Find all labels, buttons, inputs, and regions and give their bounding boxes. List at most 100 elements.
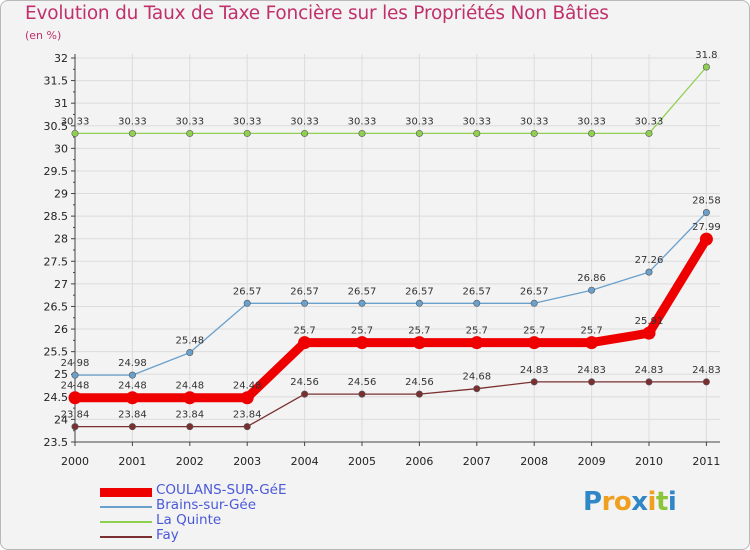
data-label: 23.84: [233, 410, 262, 421]
logo-letter: t: [655, 487, 668, 517]
data-label: 25.7: [293, 326, 315, 337]
data-point: [415, 299, 423, 307]
legend-swatch: [100, 536, 152, 538]
data-label: 26.57: [462, 286, 491, 297]
data-point: [301, 129, 309, 137]
data-point: [588, 286, 596, 294]
data-label: 24.48: [118, 381, 147, 392]
y-tick-label: 31: [54, 97, 68, 110]
data-label: 30.33: [61, 116, 90, 127]
data-point: [645, 268, 653, 276]
data-point: [473, 385, 481, 393]
data-point: [186, 129, 194, 137]
axes: 23.5 24 24.5 25 25.5 26 26.5 27 27.5 28 28.5 29 29.5…: [44, 52, 721, 468]
chart-title: Evolution du Taux de Taxe Foncière sur l…: [25, 3, 609, 24]
data-point: [128, 129, 136, 137]
y-tick-label: 29: [54, 188, 68, 201]
series-points: [68, 63, 713, 431]
data-point: [642, 326, 656, 340]
legend-swatch: [100, 506, 152, 508]
data-point: [530, 378, 538, 386]
data-point: [301, 299, 309, 307]
x-tick-label: 2001: [118, 455, 146, 468]
legend-swatch: [100, 487, 152, 497]
data-point: [298, 336, 312, 350]
data-label: 26.57: [290, 286, 319, 297]
data-label: 31.8: [695, 50, 717, 61]
data-point: [412, 336, 426, 350]
data-label: 30.33: [462, 116, 491, 127]
data-point: [71, 371, 79, 379]
data-label: 30.33: [118, 116, 147, 127]
y-tick-label: 32: [54, 52, 68, 65]
data-label: 27.26: [635, 255, 664, 266]
data-label: 24.68: [462, 372, 491, 383]
data-point: [186, 423, 194, 431]
data-label: 25.91: [635, 316, 664, 327]
legend-label: La Quinte: [156, 512, 222, 528]
legend-label: Brains-sur-Gée: [156, 497, 257, 513]
data-point: [645, 129, 653, 137]
data-label: 30.33: [348, 116, 377, 127]
series-lines: [70, 66, 711, 428]
series-line-3: [74, 381, 708, 428]
data-label: 24.83: [520, 365, 549, 376]
data-point: [415, 390, 423, 398]
data-point: [301, 390, 309, 398]
data-point: [243, 129, 251, 137]
data-point: [702, 63, 710, 71]
data-point: [186, 349, 194, 357]
y-tick-label: 30: [54, 142, 68, 155]
series-line-0: [70, 234, 711, 403]
y-tick-label: 23.5: [44, 436, 69, 449]
data-label: 30.33: [635, 116, 664, 127]
grid-lines: [74, 54, 720, 443]
data-point: [71, 423, 79, 431]
legend-swatch: [100, 521, 152, 523]
logo-letter: i: [667, 487, 677, 517]
data-point: [243, 299, 251, 307]
data-point: [527, 336, 541, 350]
data-point: [68, 391, 82, 405]
series-line-2: [74, 66, 708, 135]
data-point: [355, 336, 369, 350]
x-tick-label: 2007: [463, 455, 491, 468]
data-point: [358, 129, 366, 137]
data-point: [702, 378, 710, 386]
data-point: [71, 129, 79, 137]
data-point: [240, 391, 254, 405]
data-label: 25.48: [175, 336, 204, 347]
data-point: [530, 129, 538, 137]
data-label: 24.48: [175, 381, 204, 392]
data-label: 28.58: [692, 196, 721, 207]
y-tick-label: 28.5: [44, 210, 69, 223]
data-label: 30.33: [405, 116, 434, 127]
x-tick-label: 2011: [692, 455, 720, 468]
data-label: 24.48: [61, 381, 90, 392]
data-label: 23.84: [175, 410, 204, 421]
x-tick-label: 2002: [176, 455, 204, 468]
data-label: 27.99: [692, 222, 721, 233]
data-label: 23.84: [61, 410, 90, 421]
chart-subtitle: (en %): [25, 29, 62, 42]
data-point: [699, 232, 713, 246]
data-label: 24.98: [118, 358, 147, 369]
y-tick-label: 24: [54, 413, 68, 426]
x-tick-label: 2000: [61, 455, 89, 468]
data-label: 30.33: [577, 116, 606, 127]
y-tick-label: 30.5: [44, 120, 69, 133]
data-label: 24.98: [61, 358, 90, 369]
data-point: [473, 299, 481, 307]
data-point: [415, 129, 423, 137]
y-tick-label: 31.5: [44, 75, 69, 88]
data-label: 24.56: [290, 377, 319, 388]
data-point: [530, 299, 538, 307]
y-tick-label: 27: [54, 278, 68, 291]
y-tick-label: 28: [54, 233, 68, 246]
proxiti-logo: Proxiti: [583, 487, 677, 517]
data-point: [125, 391, 139, 405]
x-tick-label: 2010: [635, 455, 663, 468]
data-point: [588, 378, 596, 386]
data-label: 26.57: [520, 286, 549, 297]
